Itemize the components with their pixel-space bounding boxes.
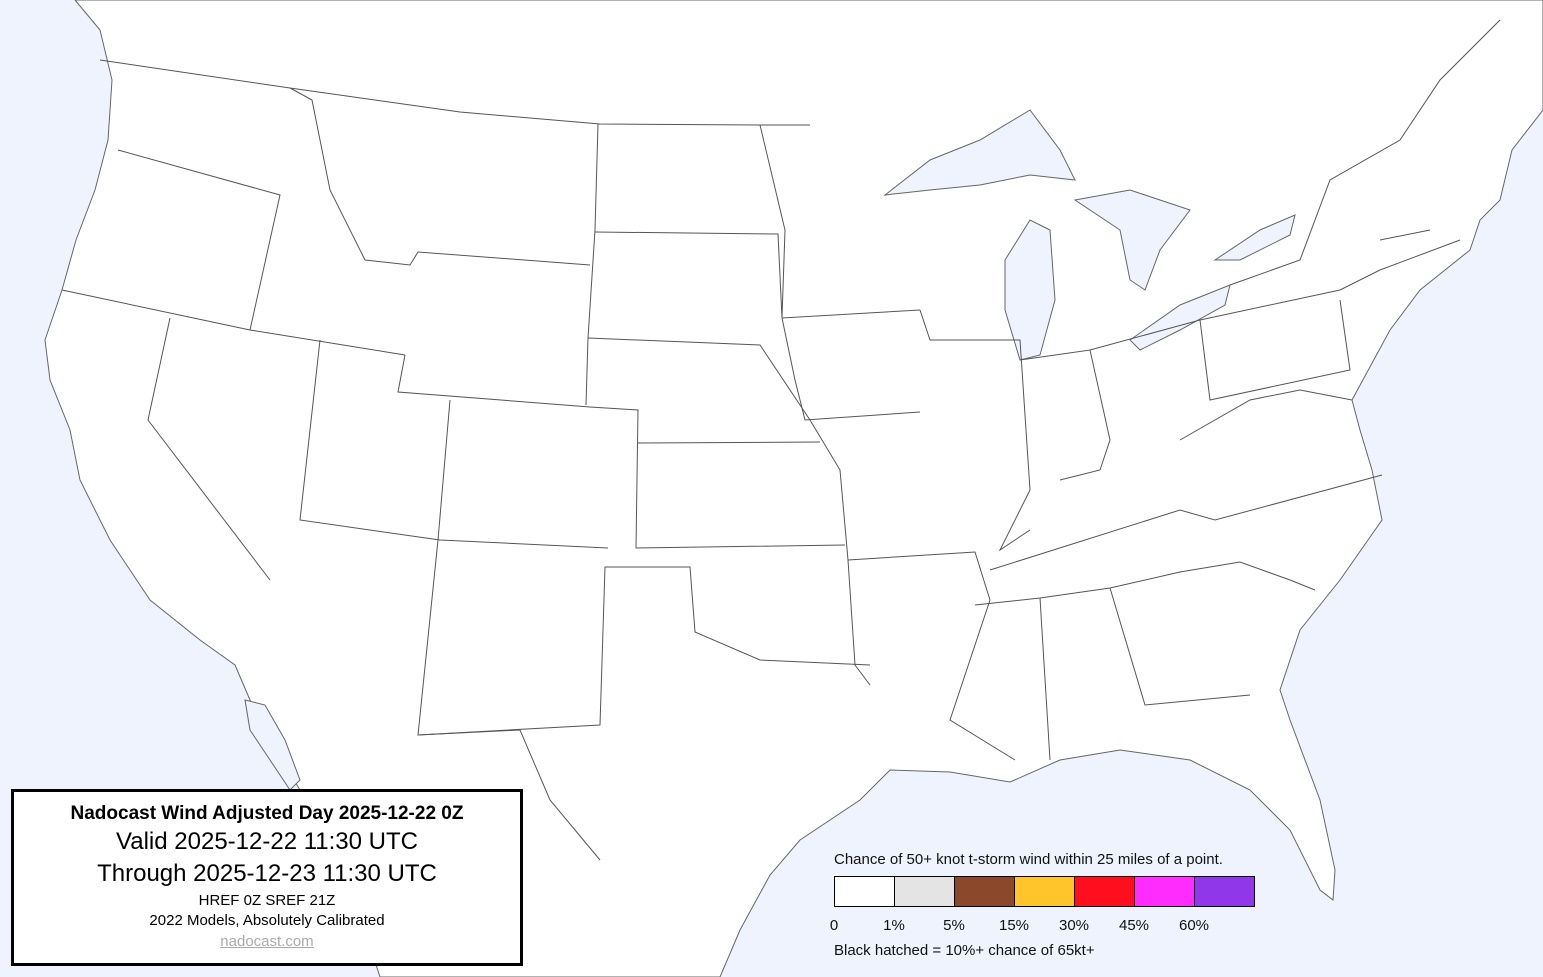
lake-superior: [883, 109, 1076, 196]
forecast-info-box: Nadocast Wind Adjusted Day 2025-12-22 0Z…: [11, 789, 523, 966]
legend-label: 30%: [1058, 917, 1090, 934]
legend-label: 15%: [998, 917, 1030, 934]
nadocast-link[interactable]: nadocast.com: [220, 933, 314, 950]
legend-swatch-1: [895, 877, 955, 906]
forecast-title: Nadocast Wind Adjusted Day 2025-12-22 0Z: [70, 803, 464, 824]
calibration-text: 2022 Models, Absolutely Calibrated: [149, 912, 385, 929]
legend-swatch-15: [1015, 877, 1075, 906]
legend-label: 5%: [943, 917, 965, 934]
lake-huron: [1073, 189, 1191, 291]
legend-swatch-0: [835, 877, 895, 906]
legend-caption: Chance of 50+ knot t-storm wind within 2…: [834, 851, 1223, 868]
models-text: HREF 0Z SREF 21Z: [198, 892, 336, 909]
legend-color-bar: [834, 876, 1255, 907]
legend-label: 45%: [1118, 917, 1150, 934]
lake-michigan: [1004, 219, 1056, 361]
lake-ontario: [1213, 214, 1296, 261]
legend-label: 0: [829, 917, 839, 934]
legend-swatch-60: [1195, 877, 1254, 906]
legend-labels: 0 1% 5% 15% 30% 45% 60%: [804, 917, 1224, 934]
legend-label: 60%: [1178, 917, 1210, 934]
legend-label: 1%: [883, 917, 905, 934]
legend-swatch-5: [955, 877, 1015, 906]
legend: Chance of 50+ knot t-storm wind within 2…: [830, 851, 1255, 959]
legend-swatch-30: [1075, 877, 1135, 906]
valid-time: Valid 2025-12-22 11:30 UTC: [116, 828, 418, 855]
gulf-of-california: [244, 699, 301, 791]
lake-erie: [1129, 284, 1231, 351]
legend-swatch-45: [1135, 877, 1195, 906]
hatch-note: Black hatched = 10%+ chance of 65kt+: [834, 942, 1095, 959]
state-borders: [61, 19, 1501, 861]
through-time: Through 2025-12-23 11:30 UTC: [97, 860, 437, 887]
